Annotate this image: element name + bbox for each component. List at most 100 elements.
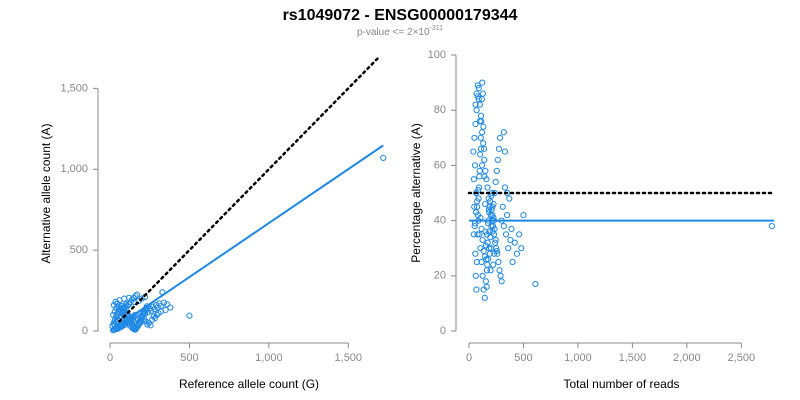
data-point: [492, 239, 499, 246]
x-tick-label: 1,500: [335, 352, 363, 364]
data-point: [477, 145, 485, 152]
data-point: [475, 187, 482, 194]
data-point: [473, 90, 480, 97]
data-point: [478, 162, 486, 169]
data-point: [112, 298, 119, 305]
data-point: [480, 123, 487, 130]
data-point: [152, 314, 159, 322]
data-point: [143, 303, 150, 310]
data-point: [473, 258, 480, 266]
data-point: [142, 318, 149, 325]
data-point: [148, 307, 155, 314]
data-point: [478, 225, 485, 232]
data-point: [480, 145, 488, 152]
data-point: [138, 295, 145, 302]
data-point: [518, 245, 525, 252]
data-point: [476, 167, 483, 175]
x-tick-label: 0: [107, 352, 113, 364]
data-point: [484, 261, 491, 268]
data-point: [153, 311, 160, 318]
subtitle-exponent: -311: [430, 25, 444, 32]
y-tick-label: 0: [82, 325, 88, 337]
data-point: [147, 322, 154, 329]
data-point: [472, 101, 479, 108]
data-point: [482, 278, 489, 285]
data-point: [498, 278, 505, 285]
data-point: [474, 198, 481, 205]
data-point: [483, 231, 491, 238]
data-point: [486, 250, 494, 257]
data-point: [476, 118, 483, 125]
x-tick-label: 0: [466, 352, 472, 364]
data-point: [491, 225, 498, 232]
x-tick-label: 1,000: [255, 352, 283, 364]
data-point: [150, 313, 157, 320]
data-point: [506, 195, 513, 202]
x-tick-label: 500: [180, 352, 198, 364]
data-point: [472, 250, 479, 257]
y-tick-label: 20: [434, 270, 446, 282]
data-point: [472, 272, 479, 279]
data-point: [479, 272, 486, 279]
data-point: [474, 93, 481, 100]
data-point: [481, 253, 488, 260]
data-point: [481, 294, 488, 301]
data-point: [476, 173, 483, 180]
data-point: [130, 298, 137, 305]
right-scatter-panel: 0 500 1,000 1,500 2,000 2,500 0 20 40 60 80 100 Tota…: [409, 49, 776, 391]
data-point: [520, 211, 527, 219]
chart-title: rs1049072 - ENSG00000179344: [283, 7, 518, 24]
data-point: [482, 242, 489, 249]
data-point: [488, 192, 495, 199]
data-point: [482, 200, 489, 208]
data-point: [471, 134, 478, 141]
data-point: [513, 250, 521, 257]
data-point: [473, 286, 480, 293]
data-point: [475, 184, 483, 191]
data-point: [509, 258, 516, 266]
reference-line: [118, 54, 382, 323]
data-point: [470, 148, 477, 155]
data-point: [151, 306, 158, 313]
data-point: [478, 96, 485, 103]
data-point: [144, 321, 151, 328]
data-point: [492, 236, 499, 244]
data-point: [504, 211, 511, 219]
data-point: [164, 301, 171, 308]
data-point: [487, 198, 494, 205]
data-point: [123, 300, 130, 307]
data-point: [380, 154, 387, 162]
subtitle-base: p-value <= 2×10: [357, 27, 430, 38]
data-point: [470, 176, 478, 183]
data-point: [154, 304, 161, 311]
data-point: [470, 231, 478, 238]
data-point: [508, 225, 515, 232]
x-tick-label: 2,000: [673, 352, 701, 364]
data-point: [186, 312, 193, 319]
fit-line: [118, 144, 384, 326]
data-point: [495, 145, 503, 152]
data-point: [499, 203, 506, 210]
chart-subtitle: p-value <= 2×10-311: [357, 25, 443, 38]
data-point: [497, 272, 504, 279]
y-tick-label: 100: [428, 49, 446, 61]
data-point: [493, 247, 500, 255]
data-point: [477, 245, 484, 252]
data-point: [487, 234, 494, 241]
data-point: [492, 178, 499, 186]
x-tick-label: 1,500: [619, 352, 647, 364]
data-point: [477, 151, 484, 158]
data-point: [480, 247, 487, 255]
data-point: [484, 184, 491, 191]
data-point: [471, 203, 478, 210]
y-tick-label: 1,500: [60, 82, 88, 94]
data-point: [479, 236, 486, 244]
data-point: [505, 245, 512, 252]
data-point: [480, 140, 487, 147]
data-point: [507, 236, 514, 244]
data-point: [133, 291, 141, 298]
y-tick-label: 0: [440, 325, 446, 337]
data-point: [516, 231, 523, 238]
